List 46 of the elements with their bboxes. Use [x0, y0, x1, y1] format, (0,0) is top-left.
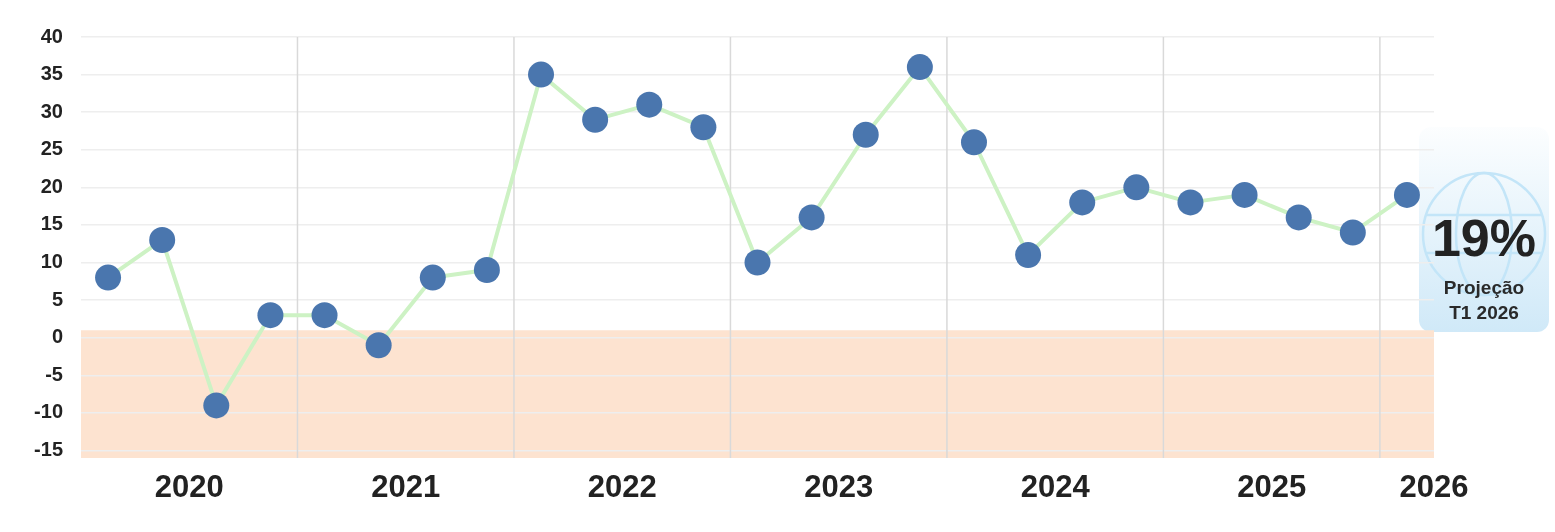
point	[365, 332, 392, 359]
y-tick-label: 35	[40, 62, 63, 85]
y-tick-label: 30	[40, 99, 63, 122]
point	[1231, 181, 1258, 208]
x-tick-label: 2025	[1237, 469, 1307, 505]
y-tick-label: 0	[51, 325, 63, 348]
annotation: 19%	[1430, 209, 1538, 267]
x-tick-label: 2026	[1399, 469, 1469, 505]
y-tick-label: 15	[40, 212, 63, 235]
point	[95, 264, 122, 291]
y-tick-label: -5	[45, 362, 63, 385]
point	[906, 54, 933, 81]
point	[257, 302, 284, 329]
point	[798, 204, 825, 231]
point	[852, 121, 879, 148]
x-tick-label: 2024	[1020, 469, 1091, 505]
y-tick-label: 5	[51, 287, 63, 310]
point	[1339, 219, 1366, 246]
point	[1285, 204, 1312, 231]
point	[419, 264, 446, 291]
point	[960, 129, 987, 156]
x-tick-label: 2021	[371, 469, 441, 505]
y-tick-label: 40	[40, 24, 63, 47]
point	[582, 106, 609, 133]
point	[744, 249, 771, 276]
text: Projeção T1 2026	[1442, 276, 1526, 325]
point	[1177, 189, 1204, 216]
point	[1069, 189, 1096, 216]
x-tick-label: 2020	[154, 469, 224, 505]
point	[203, 392, 230, 419]
point	[636, 91, 663, 118]
x-tick-label: 2022	[587, 469, 657, 505]
point	[690, 114, 717, 141]
point	[1123, 174, 1150, 201]
y-tick-label: -15	[34, 438, 63, 460]
y-tick-label: 10	[40, 250, 63, 273]
x-tick-label: 2023	[804, 469, 874, 505]
y-tick-label: -10	[34, 400, 63, 423]
point	[528, 61, 555, 88]
point	[311, 302, 338, 329]
point	[1015, 242, 1042, 269]
y-tick-label: 25	[40, 137, 63, 160]
point	[149, 226, 176, 253]
point	[1393, 181, 1420, 208]
y-tick-label: 20	[40, 174, 63, 197]
point	[473, 257, 500, 284]
